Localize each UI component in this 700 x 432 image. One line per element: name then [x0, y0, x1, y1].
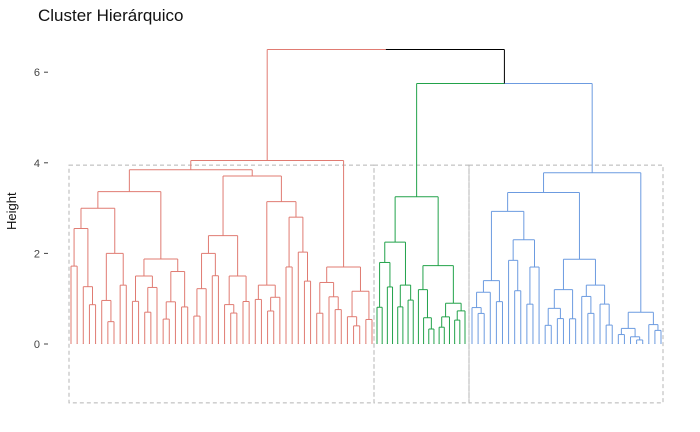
cluster-box-2 [373, 164, 470, 404]
y-axis: 0 2 4 6 [34, 67, 48, 351]
cluster-boxes [68, 164, 664, 404]
y-tick-label: 4 [34, 158, 40, 170]
cluster-2-branches [376, 196, 466, 344]
chart-title: Cluster Hierárquico [38, 6, 184, 25]
cluster-box-3 [468, 164, 664, 404]
dendrogram-tree [70, 49, 662, 344]
cluster-1-branches [70, 160, 373, 344]
cluster-box-1 [68, 164, 375, 404]
y-tick-label: 2 [34, 248, 40, 260]
y-tick-label: 0 [34, 339, 40, 351]
cluster-3-branches [471, 172, 662, 344]
y-tick-label: 6 [34, 67, 40, 79]
